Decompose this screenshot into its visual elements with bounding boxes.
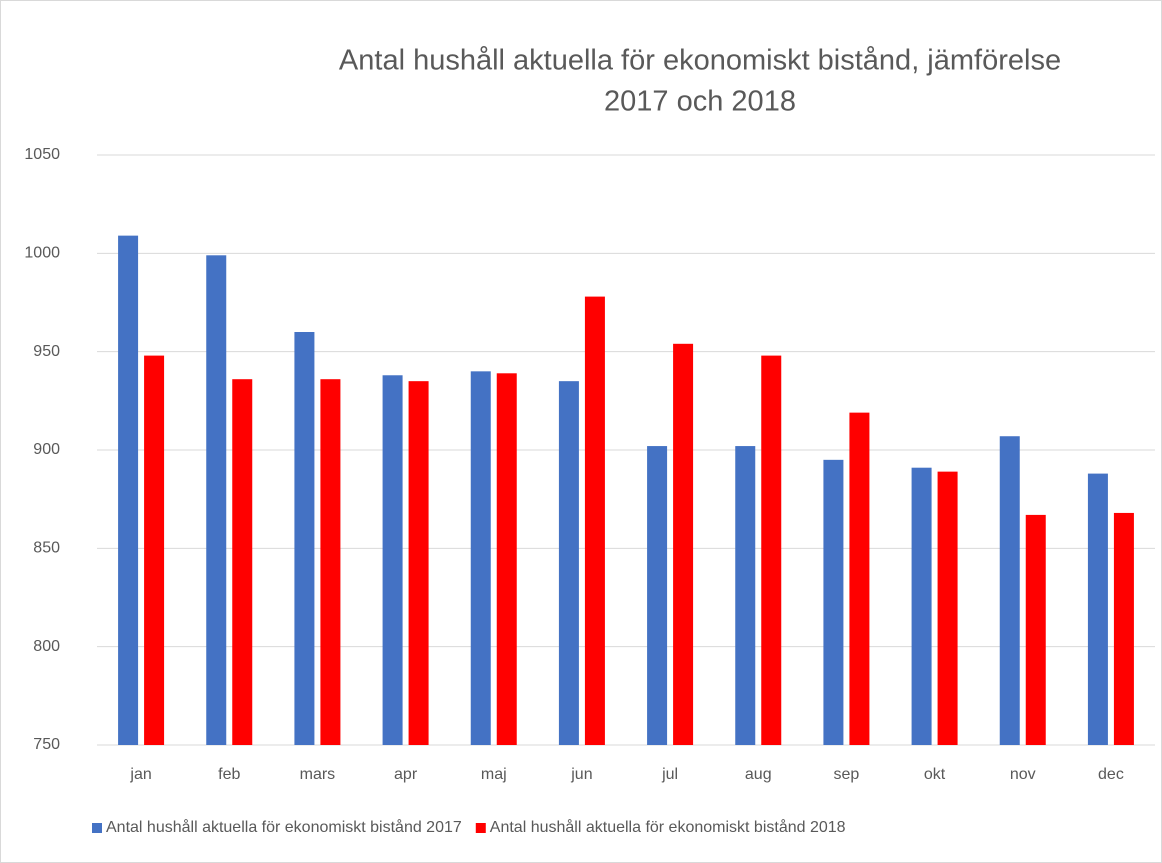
x-tick-label: okt (924, 766, 946, 783)
bar (1113, 512, 1134, 745)
bar (144, 355, 165, 745)
x-tick-label: jun (570, 766, 592, 783)
y-tick-label: 900 (33, 441, 60, 458)
x-tick-label: jul (661, 766, 678, 783)
y-tick-label: 1050 (24, 146, 60, 163)
y-tick-label: 800 (33, 638, 60, 655)
bar (999, 436, 1020, 745)
bar (1025, 514, 1046, 745)
bar (558, 381, 579, 745)
bar (382, 375, 403, 745)
legend-label: Antal hushåll aktuella för ekonomiskt bi… (106, 818, 462, 836)
x-tick-label: apr (394, 766, 418, 783)
x-tick-label: dec (1098, 766, 1124, 783)
bar (761, 355, 782, 745)
bar (911, 467, 932, 745)
bar (673, 343, 694, 745)
x-tick-label: aug (745, 766, 772, 783)
legend-label: Antal hushåll aktuella för ekonomiskt bi… (490, 818, 846, 836)
bar (823, 459, 844, 745)
bar (118, 235, 139, 745)
legend-swatch (475, 823, 486, 833)
bar (408, 381, 429, 745)
chart-title: 2017 och 2018 (604, 86, 796, 118)
x-tick-label: jan (129, 766, 151, 783)
chart-title: Antal hushåll aktuella för ekonomiskt bi… (339, 45, 1061, 77)
bar (470, 371, 491, 745)
y-tick-label: 750 (33, 736, 60, 753)
legend-swatch (92, 823, 102, 833)
y-tick-label: 850 (33, 540, 60, 557)
x-tick-label: nov (1010, 766, 1036, 783)
bar (294, 332, 315, 745)
x-tick-label: sep (834, 766, 860, 783)
bar (206, 255, 227, 746)
bar (584, 296, 605, 745)
bar (849, 412, 870, 745)
x-tick-label: feb (218, 766, 240, 783)
bar (1087, 473, 1108, 745)
bar (232, 379, 253, 745)
x-tick-label: maj (481, 766, 507, 783)
x-tick-label: mars (300, 766, 336, 783)
y-tick-label: 950 (33, 343, 60, 360)
bar (647, 446, 668, 745)
y-tick-label: 1000 (24, 245, 60, 262)
bar (937, 471, 958, 745)
bar (320, 379, 341, 745)
bar (496, 373, 517, 745)
bar (735, 446, 756, 745)
